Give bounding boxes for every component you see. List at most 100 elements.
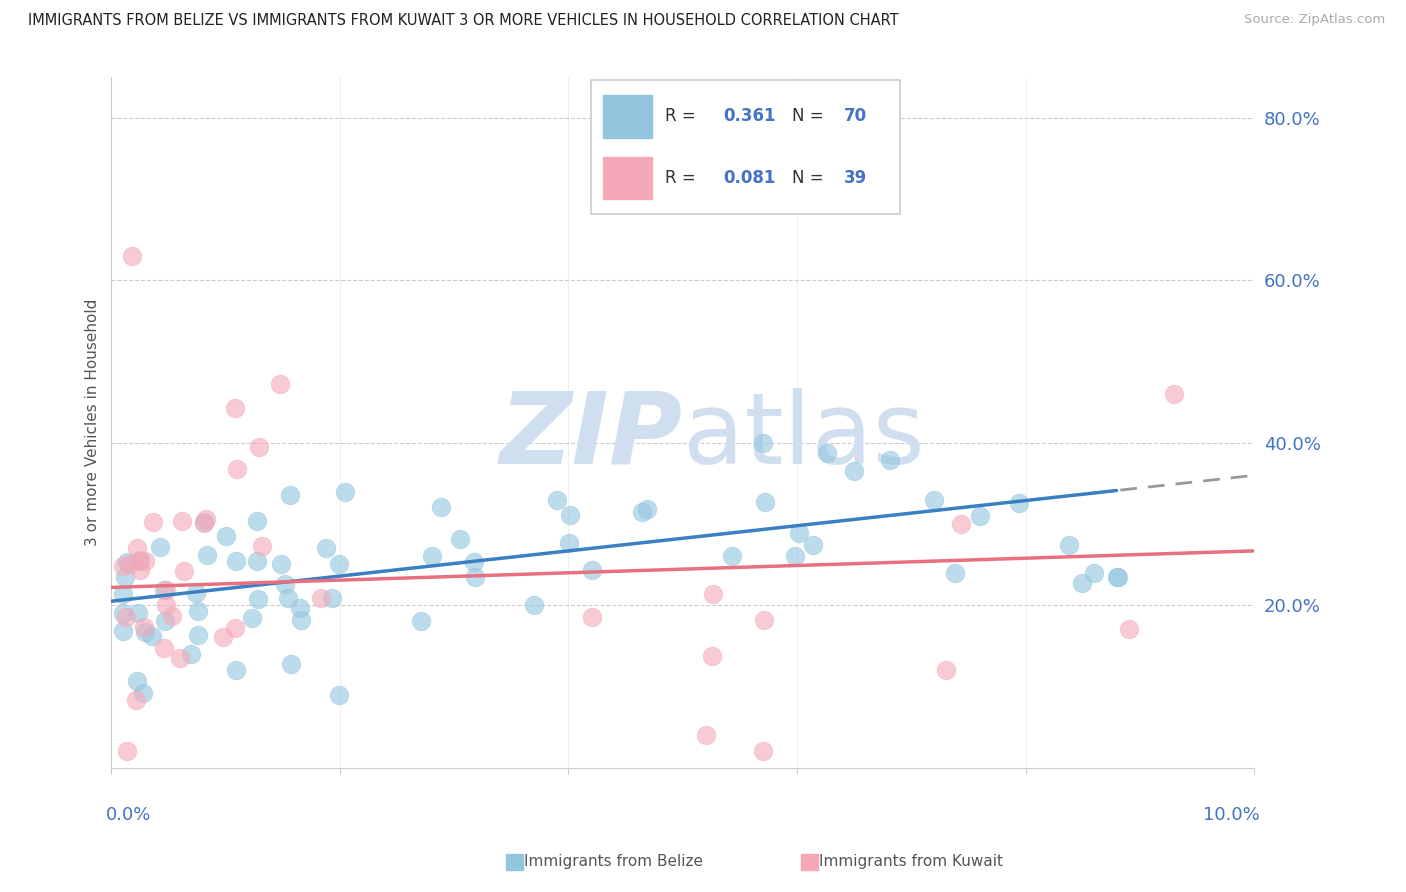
Point (129, 564, 152, 578)
Point (950, 516, 973, 531)
Point (752, 613, 775, 627)
Point (1107, 570, 1129, 584)
Point (252, 539, 274, 553)
Point (195, 549, 218, 563)
Point (1118, 622, 1140, 636)
Point (817, 445, 839, 459)
Text: 10.0%: 10.0% (1204, 805, 1260, 823)
Point (187, 604, 209, 618)
Point (114, 570, 136, 584)
Point (754, 495, 776, 509)
Point (149, 540, 172, 554)
Point (111, 624, 134, 638)
Text: N =: N = (792, 169, 828, 187)
Point (751, 744, 773, 758)
Point (801, 538, 824, 552)
Point (269, 376, 291, 391)
Point (720, 549, 742, 564)
Point (751, 435, 773, 450)
Point (558, 535, 581, 549)
Point (630, 505, 652, 519)
Point (787, 525, 810, 540)
Point (558, 508, 581, 522)
Point (1057, 538, 1080, 552)
Point (695, 728, 717, 742)
Point (246, 592, 269, 607)
Text: 0.081: 0.081 (724, 169, 776, 187)
Point (546, 493, 568, 508)
Point (121, 249, 143, 263)
Point (162, 609, 184, 624)
Point (134, 554, 156, 568)
Point (193, 516, 215, 531)
Point (449, 532, 471, 546)
Point (125, 693, 148, 707)
Point (115, 610, 138, 624)
Point (242, 610, 264, 624)
Text: 70: 70 (844, 107, 868, 126)
Point (224, 401, 246, 415)
Bar (603, 95, 652, 137)
Point (278, 488, 301, 502)
Point (935, 663, 957, 677)
Point (922, 492, 945, 507)
Point (172, 514, 194, 528)
Point (141, 629, 163, 643)
Point (184, 586, 207, 600)
Point (328, 558, 350, 572)
Point (155, 614, 177, 628)
Point (180, 647, 202, 661)
Point (315, 541, 337, 556)
Point (783, 549, 806, 563)
Point (215, 529, 238, 543)
Point (134, 620, 156, 634)
Point (422, 549, 444, 563)
FancyBboxPatch shape (591, 80, 900, 214)
Point (311, 591, 333, 606)
Text: R =: R = (665, 107, 700, 126)
Text: ZIP: ZIP (499, 388, 683, 485)
Point (225, 554, 247, 568)
Point (132, 686, 155, 700)
Text: 0.0%: 0.0% (105, 805, 150, 823)
Point (280, 657, 302, 671)
Point (1083, 566, 1105, 580)
Text: Immigrants from Belize: Immigrants from Belize (524, 855, 703, 869)
Point (193, 515, 215, 529)
Point (464, 570, 486, 584)
Point (194, 512, 217, 526)
Point (127, 674, 149, 689)
Point (246, 554, 269, 568)
Point (1163, 387, 1185, 401)
Point (1071, 575, 1094, 590)
Point (169, 651, 191, 665)
Point (142, 515, 165, 529)
Point (969, 508, 991, 523)
Point (879, 453, 901, 467)
Point (523, 599, 546, 613)
Point (125, 541, 148, 555)
Point (429, 500, 451, 515)
Text: IMMIGRANTS FROM BELIZE VS IMMIGRANTS FROM KUWAIT 3 OR MORE VEHICLES IN HOUSEHOLD: IMMIGRANTS FROM BELIZE VS IMMIGRANTS FRO… (28, 13, 898, 29)
Point (277, 591, 299, 605)
Point (212, 630, 235, 644)
Point (152, 582, 174, 597)
Point (700, 649, 723, 664)
Text: 39: 39 (844, 169, 868, 187)
Point (1008, 496, 1031, 510)
Point (111, 587, 134, 601)
Text: Source: ZipAtlas.com: Source: ZipAtlas.com (1244, 13, 1385, 27)
Text: N =: N = (792, 107, 828, 126)
Point (581, 563, 603, 577)
Text: 0.361: 0.361 (724, 107, 776, 126)
Point (153, 641, 176, 656)
Point (134, 625, 156, 640)
Point (844, 464, 866, 478)
Point (173, 564, 195, 578)
Point (290, 613, 312, 627)
Point (290, 601, 312, 615)
Point (463, 555, 485, 569)
Point (247, 440, 270, 454)
Point (128, 554, 150, 568)
Point (636, 501, 658, 516)
